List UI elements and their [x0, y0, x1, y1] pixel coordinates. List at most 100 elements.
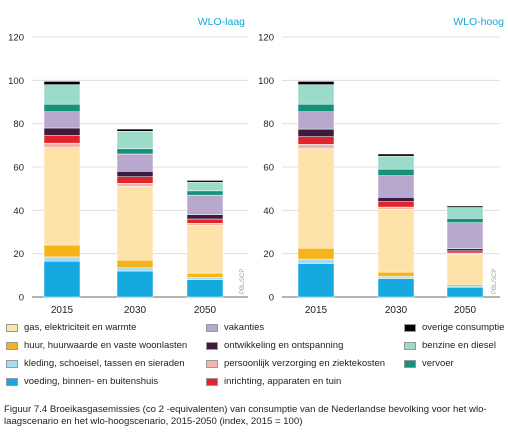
- legend-item: overige consumptie: [404, 322, 504, 333]
- bar-segment: [297, 111, 335, 130]
- bar-segment: [116, 148, 154, 155]
- legend-item: voeding, binnen- en buitenshuis: [6, 376, 158, 387]
- legend-label: vervoer: [422, 358, 454, 369]
- legend-label: inrichting, apparaten en tuin: [224, 376, 342, 387]
- y-tick-label: 120: [8, 33, 24, 44]
- bar-segment: [446, 207, 484, 219]
- y-tick-label: 60: [13, 163, 24, 174]
- legend-item: gas, elektriciteit en warmte: [6, 322, 136, 333]
- x-tick-label: 2050: [454, 305, 477, 316]
- legend-swatch: [206, 377, 218, 386]
- bar-segment: [43, 84, 81, 105]
- legend-swatch: [404, 359, 416, 368]
- bar-segment: [446, 287, 484, 298]
- legend-swatch: [6, 341, 18, 350]
- source-mark: PBL/SCP: [240, 269, 246, 294]
- y-tick-label: 0: [269, 293, 274, 304]
- bar-segment: [116, 171, 154, 177]
- legend-swatch: [206, 341, 218, 350]
- bar-segment: [297, 136, 335, 145]
- legend-label: persoonlijk verzorging en ziektekosten: [224, 358, 386, 369]
- y-tick-label: 120: [258, 33, 274, 44]
- bar-segment: [43, 135, 81, 144]
- legend-swatch: [206, 323, 218, 332]
- bar-segment: [186, 279, 224, 298]
- bar-segment: [377, 276, 415, 279]
- x-tick-label: 2015: [305, 305, 328, 316]
- bar-segment: [186, 272, 224, 278]
- bar-segment: [116, 131, 154, 149]
- bar-segment: [377, 155, 415, 170]
- bar-segment: [297, 81, 335, 85]
- bar-segment: [446, 253, 484, 285]
- bar-segment: [43, 261, 81, 298]
- panel-title: WLO-laag: [198, 16, 245, 28]
- bar-segment: [377, 168, 415, 176]
- bar-segment: [186, 190, 224, 196]
- y-tick-label: 60: [263, 163, 274, 174]
- legend-item: inrichting, apparaten en tuin: [206, 376, 341, 387]
- bar-segment: [43, 111, 81, 129]
- source-mark: PBL/SCP: [492, 269, 498, 294]
- bar-segment: [446, 250, 484, 254]
- bar-segment: [186, 181, 224, 192]
- bar-segment: [116, 128, 154, 132]
- bar-segment: [297, 103, 335, 112]
- y-tick-label: 40: [13, 206, 24, 217]
- bar-segment: [116, 183, 154, 187]
- legend-label: benzine en diesel: [422, 340, 496, 351]
- legend-item: persoonlijk verzorging en ziektekosten: [206, 358, 385, 369]
- bar-segment: [297, 144, 335, 149]
- legend-swatch: [6, 323, 18, 332]
- legend-label: kleding, schoeisel, tassen en sieraden: [24, 358, 185, 369]
- legend-label: overige consumptie: [422, 322, 505, 333]
- bar-segment: [297, 258, 335, 264]
- bar-segment: [377, 201, 415, 208]
- bar-segment: [297, 84, 335, 105]
- bar-segment: [446, 248, 484, 252]
- bar-segment: [116, 259, 154, 268]
- y-tick-label: 20: [263, 249, 274, 260]
- bar-segment: [43, 256, 81, 262]
- y-tick-label: 80: [13, 119, 24, 130]
- legend-item: vervoer: [404, 358, 454, 369]
- legend-item: huur, huurwaarde en vaste woonlasten: [6, 340, 187, 351]
- bar-segment: [446, 205, 484, 208]
- bar-segment: [186, 225, 224, 274]
- bar-segment: [116, 186, 154, 261]
- bar-segment: [186, 194, 224, 215]
- bar-segment: [43, 127, 81, 136]
- figure-caption: Figuur 7.4 Broeikasgasemissies (co 2 -eq…: [4, 404, 487, 427]
- y-tick-label: 80: [263, 119, 274, 130]
- bar-segment: [377, 271, 415, 277]
- legend-item: benzine en diesel: [404, 340, 496, 351]
- bar-segment: [186, 218, 224, 224]
- legend-label: gas, elektriciteit en warmte: [24, 322, 137, 333]
- y-tick-label: 100: [8, 76, 24, 87]
- bar-segment: [186, 223, 224, 226]
- bar-segment: [297, 148, 335, 249]
- bar-segment: [377, 153, 415, 157]
- bar-segment: [116, 270, 154, 298]
- x-tick-label: 2050: [194, 305, 217, 316]
- bar-segment: [186, 277, 224, 280]
- legend-item: ontwikkeling en ontspanning: [206, 340, 343, 351]
- bar-segment: [116, 153, 154, 172]
- bar-segment: [446, 284, 484, 287]
- y-tick-label: 0: [19, 293, 24, 304]
- stacked-bar-chart: 0 20 40 60 80 100 120 WLO-laag 2015 2030 2050 PBL/S…: [8, 16, 504, 316]
- legend-label: voeding, binnen- en buitenshuis: [24, 376, 159, 387]
- bar-segment: [446, 218, 484, 223]
- legend-swatch: [6, 359, 18, 368]
- y-tick-label: 100: [258, 76, 274, 87]
- legend-label: huur, huurwaarde en vaste woonlasten: [24, 340, 188, 351]
- bar-segment: [116, 176, 154, 184]
- bar-segment: [377, 209, 415, 273]
- y-tick-label: 20: [13, 249, 24, 260]
- legend: gas, elektriciteit en warmte huur, huurwa…: [6, 322, 506, 402]
- bar-segment: [377, 206, 415, 210]
- x-tick-label: 2030: [385, 305, 408, 316]
- legend-item: vakanties: [206, 322, 264, 333]
- bar-segment: [186, 180, 224, 183]
- bar-segment: [43, 244, 81, 258]
